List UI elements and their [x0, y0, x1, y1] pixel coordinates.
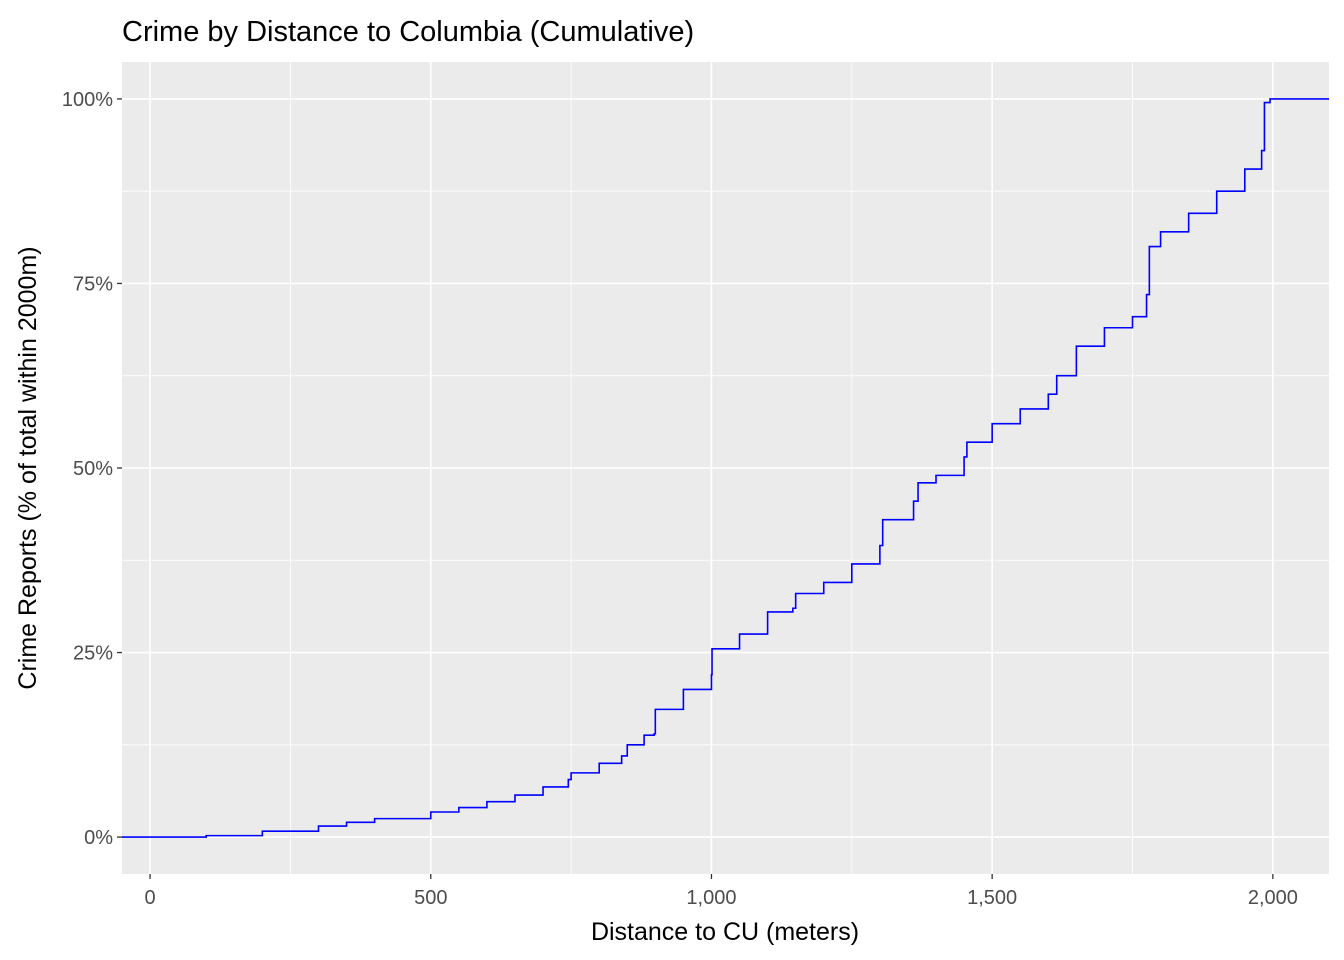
x-axis-ticks: 0 500 1,000 1,500 2,000 — [145, 874, 1298, 909]
x-tick-label: 500 — [414, 887, 447, 909]
x-tick-label: 1,500 — [967, 887, 1017, 909]
y-tick-label: 0% — [84, 827, 113, 849]
x-tick-label: 0 — [145, 887, 156, 909]
x-axis-label: Distance to CU (meters) — [591, 918, 859, 946]
y-tick-label: 75% — [73, 273, 113, 295]
x-tick-label: 1,000 — [686, 887, 736, 909]
cumulative-line — [122, 98, 1329, 838]
y-axis-label: Crime Reports (% of total within 2000m) — [14, 246, 42, 689]
y-tick-label: 25% — [73, 643, 113, 665]
y-tick-label: 100% — [62, 89, 113, 111]
major-gridlines — [122, 62, 1329, 874]
x-tick-label: 2,000 — [1248, 887, 1298, 909]
y-axis-ticks: 0% 25% 50% 75% 100% — [62, 89, 122, 849]
y-tick-label: 50% — [73, 458, 113, 480]
chart-title: Crime by Distance to Columbia (Cumulativ… — [122, 16, 694, 48]
